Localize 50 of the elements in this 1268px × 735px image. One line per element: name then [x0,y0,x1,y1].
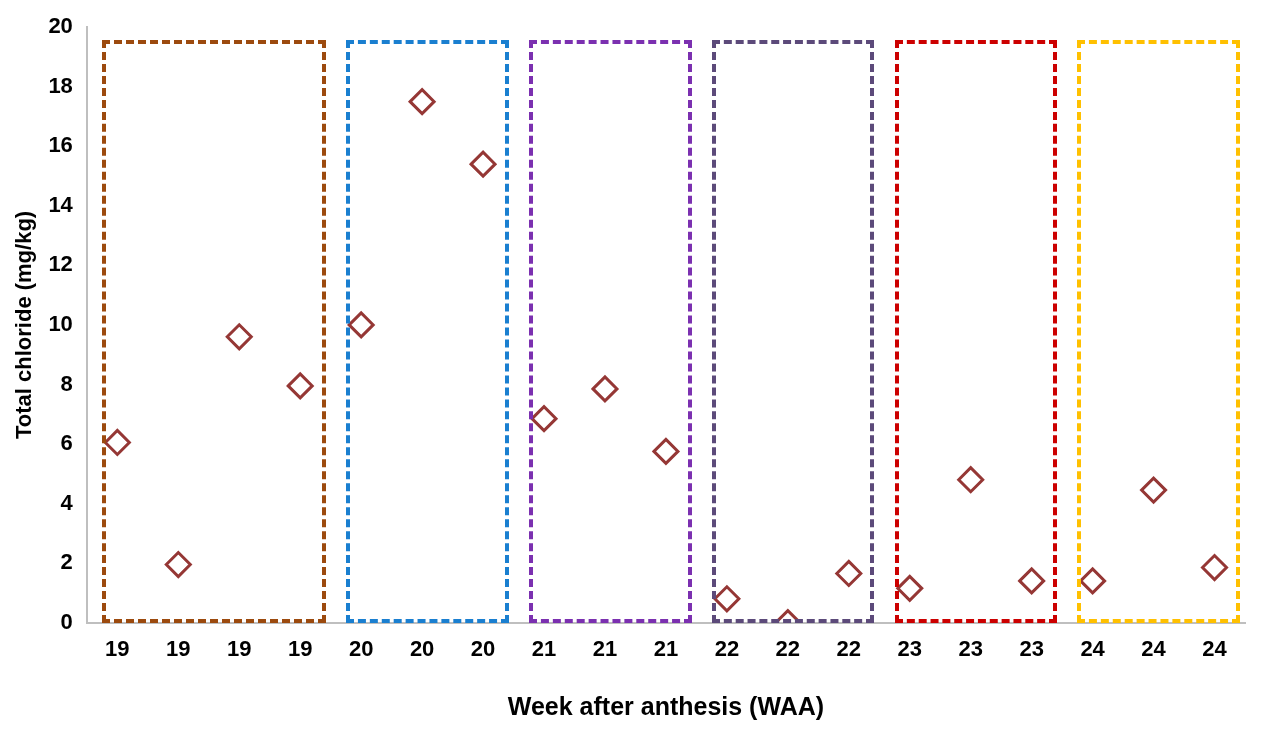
y-tick-label: 2 [60,549,73,575]
y-tick-label: 6 [60,430,73,456]
point [103,428,131,456]
x-tick-label: 23 [897,635,922,661]
x-tick-label: 21 [592,635,618,661]
x-tick-label: 22 [775,635,801,661]
point [957,466,985,494]
x-tick-label: 21 [653,635,679,661]
x-tick-label: 20 [409,635,435,661]
y-tick-label: 8 [60,370,73,396]
point [286,372,314,400]
point [1201,554,1229,582]
y-axis-title: Total chloride (mg/kg) [11,210,37,439]
y-tick-label: 16 [48,132,73,158]
point [1018,567,1046,595]
y-tick-label: 10 [48,310,73,336]
x-tick-label: 22 [836,635,862,661]
point [225,323,253,351]
x-axis-title: Week after anthesis (WAA) [507,691,825,720]
point [530,405,558,433]
x-tick-label: 24 [1202,635,1228,661]
y-tick-label: 0 [60,608,73,634]
y-tick-label: 18 [48,72,73,98]
point [591,375,619,403]
x-tick-label: 19 [105,635,130,661]
x-tick-label: 19 [227,635,252,661]
point [408,88,436,116]
y-tick-label: 4 [60,489,74,515]
x-tick-label: 22 [714,635,740,661]
x-tick-label: 23 [1019,635,1044,661]
point [896,574,924,602]
point [1140,476,1168,504]
x-tick-label: 19 [166,635,191,661]
point [347,311,375,339]
x-tick-label: 20 [348,635,374,661]
x-tick-label: 23 [958,635,983,661]
point [713,585,741,613]
x-tick-label: 24 [1080,635,1106,661]
y-tick-label: 20 [48,13,73,39]
x-tick-label: 19 [287,635,313,661]
point [164,551,192,579]
x-tick-label: 24 [1141,635,1167,661]
y-tick-label: 12 [48,251,73,277]
x-tick-label: 21 [531,635,557,661]
point [469,150,497,178]
point [652,437,680,465]
point [1079,567,1107,595]
y-tick-label: 14 [48,191,74,217]
x-tick-label: 20 [470,635,496,661]
point [835,559,863,587]
